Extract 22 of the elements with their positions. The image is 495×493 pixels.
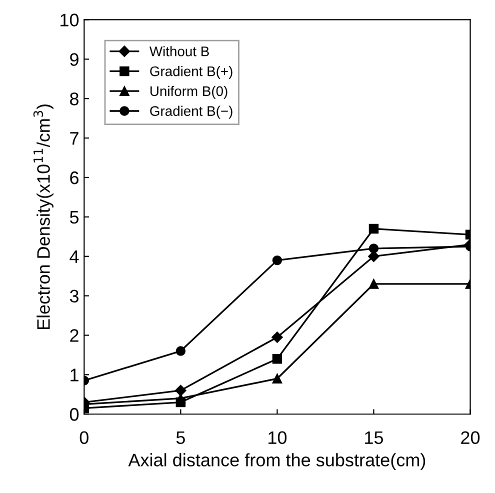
- y-axis-title: Electron Density(x10$^{11}$/cm$^{3}$): [33, 104, 54, 330]
- y-tick-label: 6: [70, 171, 78, 184]
- x-tick-label: 0: [80, 431, 88, 444]
- legend-label: Gradient B(−): [150, 106, 232, 119]
- y-tick-label: 1: [70, 368, 78, 382]
- y-tick-label: 7: [70, 132, 78, 145]
- x-tick-label: 15: [365, 431, 384, 444]
- legend-label: Without B: [149, 46, 209, 56]
- y-tick-label: 0: [70, 408, 79, 421]
- legend-label: Uniform B(0): [150, 86, 228, 99]
- y-tick-label: 9: [70, 53, 78, 66]
- x-tick-label: 10: [268, 431, 287, 444]
- y-tick-label: 5: [70, 211, 79, 224]
- x-tick-label: 5: [176, 431, 185, 444]
- y-tick-label: 8: [70, 92, 79, 106]
- y-tick-label: 4: [70, 250, 79, 263]
- x-tick-label: 20: [461, 431, 480, 444]
- legend-label: Gradient B(+): [150, 66, 232, 79]
- x-axis-title: Axial distance from the substrate(cm): [128, 453, 426, 470]
- y-tick-label: 2: [70, 329, 78, 342]
- y-tick-label: 10: [60, 14, 79, 26]
- y-tick-label: 3: [70, 290, 78, 303]
